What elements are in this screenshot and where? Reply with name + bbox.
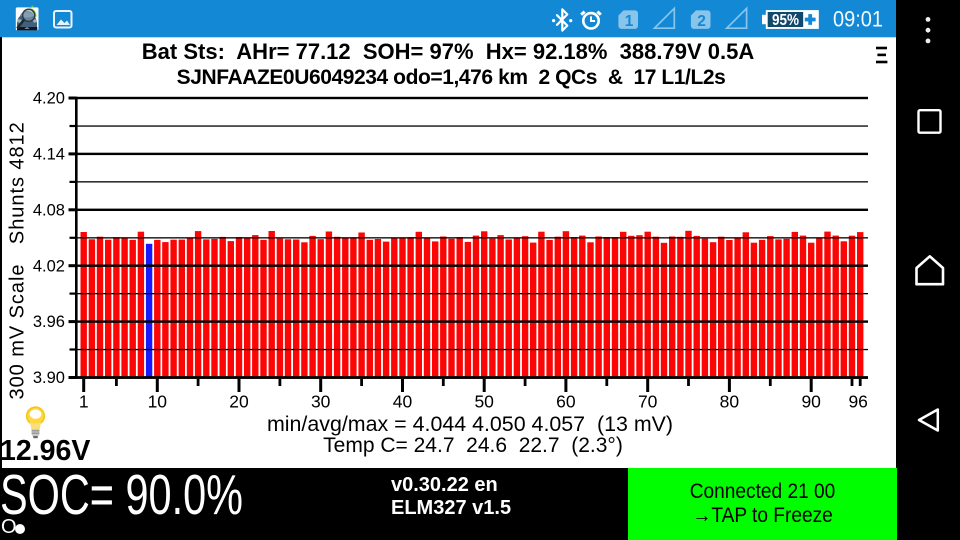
svg-text:300 mV Scale Shunts 4812: 300 mV Scale Shunts 4812 — [7, 121, 29, 399]
svg-text:50: 50 — [474, 392, 494, 412]
svg-text:30: 30 — [311, 392, 331, 412]
svg-text:10: 10 — [148, 392, 168, 412]
svg-text:95%: 95% — [772, 12, 799, 29]
svg-text:4.14: 4.14 — [33, 146, 65, 164]
svg-text:60: 60 — [556, 392, 576, 412]
svg-text:80: 80 — [720, 392, 740, 412]
svg-text:4.08: 4.08 — [33, 201, 65, 219]
svg-text:1: 1 — [625, 13, 634, 30]
svg-text:90: 90 — [801, 392, 821, 412]
svg-text:4.02: 4.02 — [33, 257, 65, 275]
svg-text:4.20: 4.20 — [33, 90, 65, 108]
svg-text:3.90: 3.90 — [33, 369, 65, 387]
svg-text:09:01: 09:01 — [833, 6, 883, 31]
svg-text:3.96: 3.96 — [33, 313, 65, 331]
svg-text:70: 70 — [638, 392, 658, 412]
svg-text:20: 20 — [229, 392, 249, 412]
svg-text:1: 1 — [79, 392, 89, 412]
svg-text:40: 40 — [393, 392, 413, 412]
svg-text:2: 2 — [697, 13, 706, 30]
svg-text:96: 96 — [848, 392, 867, 412]
